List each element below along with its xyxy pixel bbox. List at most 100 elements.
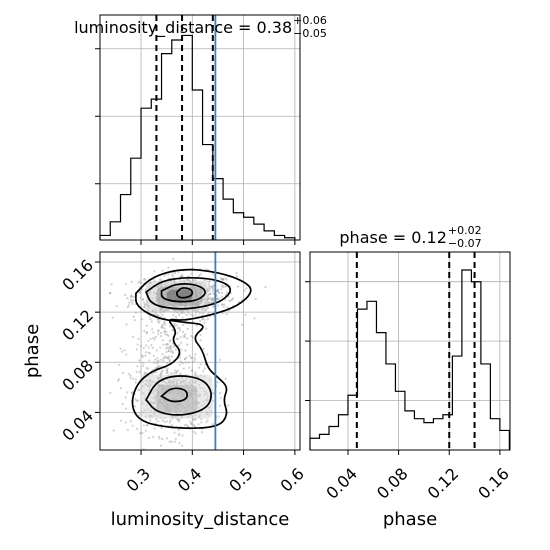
sample-point — [181, 330, 185, 334]
sample-point — [127, 373, 131, 376]
sample-point — [178, 442, 181, 445]
sample-point — [201, 312, 205, 315]
sample-point — [153, 361, 156, 364]
sample-point — [163, 274, 166, 277]
sample-point — [156, 320, 160, 323]
sample-point — [174, 437, 177, 441]
sample-point — [180, 275, 183, 278]
sample-point — [177, 369, 180, 372]
sample-point — [189, 313, 192, 316]
sample-point — [131, 377, 134, 380]
sample-point — [142, 362, 145, 365]
sample-point — [182, 361, 185, 365]
sample-point — [129, 420, 132, 423]
sample-point — [141, 354, 144, 357]
sample-point — [126, 297, 129, 300]
sample-point — [109, 292, 112, 295]
sample-point — [177, 418, 180, 421]
sample-point — [144, 429, 148, 432]
sample-point — [190, 272, 193, 275]
sample-point — [112, 429, 115, 432]
sample-point — [168, 339, 172, 342]
sample-point — [217, 290, 220, 294]
sample-point — [192, 360, 195, 364]
sample-point — [224, 377, 227, 380]
phase-histogram-steps — [309, 269, 510, 450]
sample-point — [174, 369, 177, 372]
sample-point — [153, 338, 156, 341]
sample-point — [203, 279, 206, 282]
sample-point — [160, 331, 163, 334]
sample-point — [143, 371, 146, 374]
sample-point — [157, 359, 160, 362]
sample-point — [185, 361, 188, 364]
sample-point — [226, 306, 229, 309]
sample-point — [152, 354, 155, 358]
sample-point — [150, 320, 153, 323]
sample-point — [197, 366, 201, 369]
sample-point — [131, 424, 134, 427]
sample-point — [225, 312, 228, 316]
sample-point — [130, 391, 134, 394]
sample-point — [225, 278, 228, 281]
sample-point — [121, 350, 124, 353]
sample-point — [221, 312, 224, 315]
sample-point — [135, 399, 138, 402]
sample-point — [160, 372, 163, 375]
sample-point — [222, 277, 225, 281]
sample-point — [208, 284, 211, 288]
sample-point — [183, 311, 186, 314]
sample-point — [162, 321, 165, 325]
sample-point — [208, 293, 211, 296]
sample-point — [152, 336, 155, 340]
sample-point — [174, 271, 177, 275]
sample-point — [167, 349, 170, 352]
sample-point — [144, 354, 147, 357]
sample-point — [192, 418, 196, 421]
sample-point — [163, 327, 166, 330]
sample-point — [148, 352, 151, 355]
sample-point — [209, 292, 212, 295]
sample-point — [203, 321, 206, 324]
sample-point — [192, 423, 195, 426]
sample-point — [179, 372, 182, 375]
sample-point — [211, 290, 214, 293]
sample-point — [164, 347, 167, 350]
sample-point — [156, 360, 159, 363]
sample-point — [128, 301, 131, 304]
sample-point — [163, 330, 166, 333]
sample-point — [134, 398, 137, 401]
sample-point — [221, 286, 224, 289]
luminosity-distance-histogram-frame — [99, 14, 301, 241]
sample-point — [220, 284, 224, 287]
sample-point — [171, 329, 174, 332]
sample-point — [143, 329, 146, 333]
sample-point — [160, 370, 163, 373]
sample-point — [168, 358, 171, 362]
sample-point — [194, 353, 197, 356]
sample-point — [167, 266, 170, 269]
sample-point — [137, 388, 141, 391]
sample-point — [175, 337, 178, 340]
2d-ytick-label-0: 0.04 — [58, 406, 97, 445]
sample-point — [219, 391, 222, 395]
sample-point — [244, 313, 247, 316]
sample-point — [153, 427, 156, 430]
sample-point — [138, 280, 141, 283]
sample-point — [170, 440, 173, 443]
density-contour-1 — [145, 276, 232, 310]
sample-point — [161, 353, 164, 356]
sample-point — [208, 280, 211, 283]
sample-point — [205, 421, 208, 424]
sample-point — [181, 316, 184, 319]
sample-point — [181, 273, 184, 276]
sample-point — [170, 348, 173, 351]
sample-point — [190, 356, 193, 360]
sample-point — [152, 331, 155, 334]
sample-point — [166, 367, 169, 370]
sample-point — [190, 422, 193, 426]
sample-point — [166, 420, 169, 423]
sample-point — [187, 275, 191, 278]
sample-point — [176, 418, 179, 421]
